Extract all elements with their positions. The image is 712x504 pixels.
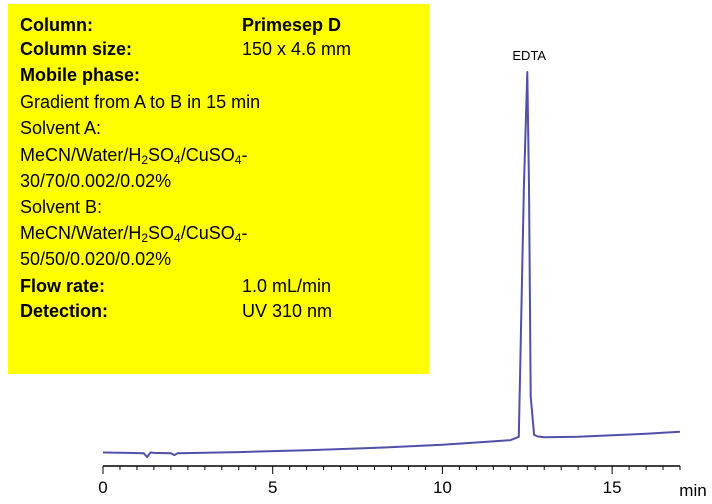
chromatogram-trace bbox=[102, 71, 681, 459]
column-size-label: Column size: bbox=[20, 39, 133, 59]
x-tick-label: 15 bbox=[603, 478, 622, 497]
column-label: Column: bbox=[20, 15, 93, 35]
column-row: Column: Primesep D bbox=[20, 14, 341, 36]
column-size-value: 150 x 4.6 mm bbox=[242, 39, 352, 59]
trace-group bbox=[102, 71, 681, 459]
x-axis-unit-label: min bbox=[679, 481, 706, 500]
solvent-a-formula: MeCN/Water/H2SO4/CuSO4- bbox=[20, 145, 248, 167]
detection-row: Detection: UV 310 nm bbox=[20, 300, 332, 322]
solvent-a-label: Solvent A: bbox=[20, 118, 102, 138]
flow-rate-label: Flow rate: bbox=[20, 276, 106, 296]
x-tick-label: 10 bbox=[433, 478, 452, 497]
solvent-b-label: Solvent B: bbox=[20, 197, 103, 217]
mobile-phase-label: Mobile phase: bbox=[20, 65, 141, 85]
x-axis: 0 5 10 15 min bbox=[98, 465, 707, 500]
detection-label: Detection: bbox=[20, 301, 109, 321]
column-size-row: Column size: 150 x 4.6 mm bbox=[20, 38, 351, 60]
column-value: Primesep D bbox=[242, 15, 342, 35]
flow-rate-value: 1.0 mL/min bbox=[242, 276, 332, 296]
detection-value: UV 310 nm bbox=[242, 301, 333, 321]
conditions-box: Column: Primesep D Column size: 150 x 4.… bbox=[8, 4, 429, 374]
peak-label: EDTA bbox=[512, 48, 546, 63]
x-tick-label: 5 bbox=[268, 478, 277, 497]
solvent-a-ratio: 30/70/0.002/0.02% bbox=[20, 171, 172, 191]
x-tick-label: 0 bbox=[98, 478, 107, 497]
solvent-b-ratio: 50/50/0.020/0.02% bbox=[20, 249, 172, 269]
flow-rate-row: Flow rate: 1.0 mL/min bbox=[20, 275, 331, 297]
gradient-text: Gradient from A to B in 15 min bbox=[20, 92, 261, 112]
solvent-b-formula: MeCN/Water/H2SO4/CuSO4- bbox=[20, 223, 248, 245]
peak-labels: EDTA bbox=[512, 48, 546, 63]
